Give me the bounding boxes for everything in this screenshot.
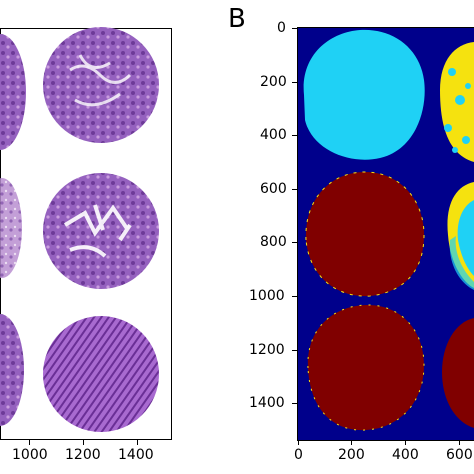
panel-b-y-tick-label: 1200 (249, 342, 285, 358)
panel-b-x-tick-label: 400 (392, 447, 419, 463)
panel-a-image (0, 27, 159, 432)
panel-b-y-tick-label: 200 (260, 74, 287, 90)
panel-b-y-tick-label: 400 (260, 127, 287, 143)
tissue-core-a5 (0, 314, 24, 426)
panel-a-x-tick (83, 440, 84, 445)
dark-red-region (442, 318, 474, 428)
panel-b-frame (297, 27, 474, 441)
panel-b-y-tick-label: 1400 (249, 395, 285, 411)
panel-a-x-tick-label: 1200 (65, 447, 101, 463)
panel-b-x-tick-label: 600 (446, 447, 473, 463)
panel-a-x-tick (137, 440, 138, 445)
tissue-core-a2 (43, 27, 159, 143)
panel-a: 1000 1200 1400 (0, 0, 180, 474)
panel-b-y-tick-label: 800 (260, 234, 287, 250)
panel-b-x-tick-label: 200 (338, 447, 365, 463)
panel-a-x-tick-label: 1400 (118, 447, 154, 463)
tissue-core-a6 (43, 316, 159, 432)
panel-a-x-tick-label: 1000 (12, 447, 48, 463)
panel-letter-b: B (228, 4, 246, 34)
cyan-region (303, 29, 425, 160)
panel-b-y-tick-label: 1000 (249, 288, 285, 304)
tissue-core-a4 (43, 173, 159, 289)
dark-red-region (305, 172, 424, 297)
panel-a-x-tick (29, 440, 30, 445)
tissue-core-a3 (0, 178, 22, 278)
tissue-core-a1 (0, 34, 26, 150)
panel-b-y-tick-label: 600 (260, 181, 287, 197)
dark-red-region (307, 304, 424, 431)
panel-b-y-tick-label: 0 (277, 20, 286, 36)
panel-b-x-tick-label: 0 (294, 447, 303, 463)
